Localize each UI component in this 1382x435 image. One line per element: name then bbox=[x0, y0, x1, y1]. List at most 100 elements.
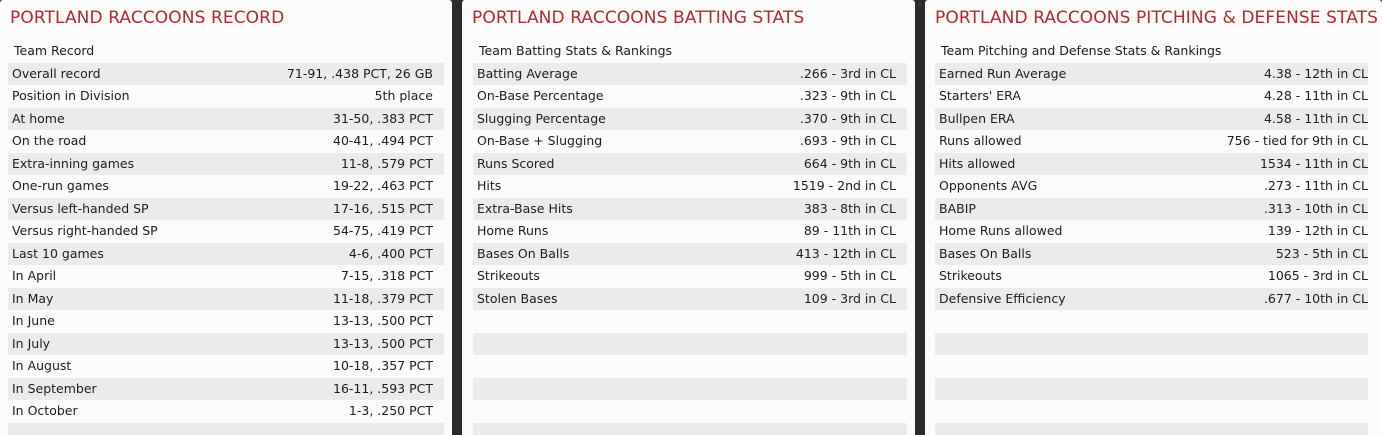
pitching-row-value: .273 - 11th in CL bbox=[1263, 178, 1368, 193]
record-row-label: In October bbox=[12, 403, 78, 418]
record-table: Team Record Overall record 71-91, .438 PC… bbox=[8, 40, 444, 435]
record-row-label: In May bbox=[12, 290, 54, 306]
record-row-label: Versus right-handed SP bbox=[12, 223, 158, 238]
record-row-value: 13-13, .500 PCT bbox=[333, 335, 433, 351]
pitching-header-label: Team Pitching and Defense Stats & Rankin… bbox=[941, 43, 1222, 58]
record-table-row: Versus right-handed SP 54-75, .419 PCT bbox=[8, 220, 444, 243]
batting-panel: PORTLAND RACCOONS BATTING STATS Team Bat… bbox=[462, 0, 915, 435]
record-row-value: 16-11, .593 PCT bbox=[333, 380, 433, 396]
batting-row-value: .266 - 3rd in CL bbox=[799, 65, 896, 81]
batting-table-header: Team Batting Stats & Rankings bbox=[473, 40, 907, 63]
batting-table-row bbox=[473, 310, 907, 333]
record-panel-title: PORTLAND RACCOONS RECORD bbox=[10, 8, 285, 28]
record-table-row: In April 7-15, .318 PCT bbox=[8, 265, 444, 288]
record-table-row: At home 31-50, .383 PCT bbox=[8, 107, 444, 130]
batting-row-label: Slugging Percentage bbox=[477, 110, 606, 126]
record-row-label: One-run games bbox=[12, 178, 109, 193]
batting-row-value: 413 - 12th in CL bbox=[795, 245, 896, 261]
pitching-table-row: Strikeouts 1065 - 3rd in CL bbox=[935, 265, 1368, 288]
pitching-table-row bbox=[935, 377, 1368, 400]
pitching-table-row bbox=[935, 355, 1368, 378]
pitching-table-row: Bases On Balls 523 - 5th in CL bbox=[935, 242, 1368, 265]
pitching-table-row: Earned Run Average 4.38 - 12th in CL bbox=[935, 62, 1368, 85]
record-row-label: Extra-inning games bbox=[12, 155, 135, 171]
batting-row-label: Strikeouts bbox=[477, 268, 540, 283]
batting-table-row: Home Runs 89 - 11th in CL bbox=[473, 220, 907, 243]
pitching-row-label: Starters' ERA bbox=[939, 88, 1021, 103]
pitching-panel-title: PORTLAND RACCOONS PITCHING & DEFENSE STA… bbox=[935, 8, 1378, 28]
batting-row-label: On-Base + Slugging bbox=[477, 133, 603, 148]
batting-table-row: Slugging Percentage .370 - 9th in CL bbox=[473, 107, 907, 130]
pitching-row-value: 1534 - 11th in CL bbox=[1259, 155, 1368, 171]
batting-table-row: Stolen Bases 109 - 3rd in CL bbox=[473, 287, 907, 310]
record-table-row: Versus left-handed SP 17-16, .515 PCT bbox=[8, 197, 444, 220]
record-row-label: In April bbox=[12, 268, 57, 283]
pitching-row-value: 139 - 12th in CL bbox=[1267, 223, 1368, 238]
pitching-row-label: Runs allowed bbox=[939, 133, 1022, 148]
batting-row-value: .370 - 9th in CL bbox=[799, 110, 896, 126]
record-table-row: One-run games 19-22, .463 PCT bbox=[8, 175, 444, 198]
record-table-row: Overall record 71-91, .438 PCT, 26 GB bbox=[8, 62, 444, 85]
record-row-value: 17-16, .515 PCT bbox=[333, 200, 433, 216]
batting-row-label: Bases On Balls bbox=[477, 245, 570, 261]
batting-table-row: Extra-Base Hits 383 - 8th in CL bbox=[473, 197, 907, 220]
pitching-table-row bbox=[935, 400, 1368, 423]
record-row-label: Last 10 games bbox=[12, 245, 104, 261]
pitching-panel: PORTLAND RACCOONS PITCHING & DEFENSE STA… bbox=[925, 0, 1382, 435]
record-table-row: In July 13-13, .500 PCT bbox=[8, 332, 444, 355]
record-row-label: In July bbox=[12, 335, 51, 351]
batting-row-label: Extra-Base Hits bbox=[477, 200, 573, 216]
pitching-row-value: .677 - 10th in CL bbox=[1263, 290, 1368, 306]
pitching-table-row bbox=[935, 422, 1368, 435]
batting-table-row bbox=[473, 400, 907, 423]
record-row-label: Overall record bbox=[12, 65, 101, 81]
record-row-value: 7-15, .318 PCT bbox=[340, 268, 433, 283]
pitching-table-header: Team Pitching and Defense Stats & Rankin… bbox=[935, 40, 1368, 63]
record-table-row: In August 10-18, .357 PCT bbox=[8, 355, 444, 378]
batting-table-row: Strikeouts 999 - 5th in CL bbox=[473, 265, 907, 288]
record-panel: PORTLAND RACCOONS RECORD Team Record Ove… bbox=[0, 0, 452, 435]
batting-row-value: 664 - 9th in CL bbox=[803, 155, 896, 171]
pitching-row-label: Home Runs allowed bbox=[939, 223, 1063, 238]
record-row-value: 40-41, .494 PCT bbox=[333, 133, 433, 148]
record-row-value: 10-18, .357 PCT bbox=[333, 358, 433, 373]
record-row-value: 11-18, .379 PCT bbox=[333, 290, 433, 306]
batting-panel-title: PORTLAND RACCOONS BATTING STATS bbox=[472, 8, 805, 28]
batting-row-label: On-Base Percentage bbox=[477, 88, 604, 103]
pitching-row-label: Strikeouts bbox=[939, 268, 1002, 283]
batting-table-row: Batting Average .266 - 3rd in CL bbox=[473, 62, 907, 85]
batting-row-label: Home Runs bbox=[477, 223, 549, 238]
pitching-table-row: Starters' ERA 4.28 - 11th in CL bbox=[935, 85, 1368, 108]
batting-row-value: 109 - 3rd in CL bbox=[803, 290, 896, 306]
batting-table-row: Bases On Balls 413 - 12th in CL bbox=[473, 242, 907, 265]
pitching-row-label: Earned Run Average bbox=[939, 65, 1067, 81]
pitching-table-row: Hits allowed 1534 - 11th in CL bbox=[935, 152, 1368, 175]
pitching-row-value: 756 - tied for 9th in CL bbox=[1226, 133, 1368, 148]
batting-row-label: Batting Average bbox=[477, 65, 578, 81]
record-table-row: Position in Division 5th place bbox=[8, 85, 444, 108]
record-row-value: 4-6, .400 PCT bbox=[348, 245, 433, 261]
pitching-row-label: Defensive Efficiency bbox=[939, 290, 1066, 306]
record-row-label: In September bbox=[12, 380, 97, 396]
pitching-row-label: Opponents AVG bbox=[939, 178, 1038, 193]
batting-table-row: On-Base + Slugging .693 - 9th in CL bbox=[473, 130, 907, 153]
pitching-table-row bbox=[935, 332, 1368, 355]
batting-table-row: On-Base Percentage .323 - 9th in CL bbox=[473, 85, 907, 108]
pitching-row-label: Bullpen ERA bbox=[939, 110, 1015, 126]
pitching-row-label: Hits allowed bbox=[939, 155, 1016, 171]
batting-row-label: Stolen Bases bbox=[477, 290, 558, 306]
record-table-row: Last 10 games 4-6, .400 PCT bbox=[8, 242, 444, 265]
batting-row-value: 1519 - 2nd in CL bbox=[792, 178, 896, 193]
record-row-value: 31-50, .383 PCT bbox=[333, 110, 433, 126]
record-table-row bbox=[8, 422, 444, 435]
pitching-table: Team Pitching and Defense Stats & Rankin… bbox=[935, 40, 1368, 435]
record-table-row: In June 13-13, .500 PCT bbox=[8, 310, 444, 333]
record-table-row: In May 11-18, .379 PCT bbox=[8, 287, 444, 310]
record-row-label: In June bbox=[12, 313, 55, 328]
record-row-value: 1-3, .250 PCT bbox=[348, 403, 433, 418]
record-row-value: 13-13, .500 PCT bbox=[333, 313, 433, 328]
batting-row-value: .323 - 9th in CL bbox=[799, 88, 896, 103]
record-table-row: Extra-inning games 11-8, .579 PCT bbox=[8, 152, 444, 175]
pitching-row-label: Bases On Balls bbox=[939, 245, 1032, 261]
batting-row-label: Runs Scored bbox=[477, 155, 555, 171]
